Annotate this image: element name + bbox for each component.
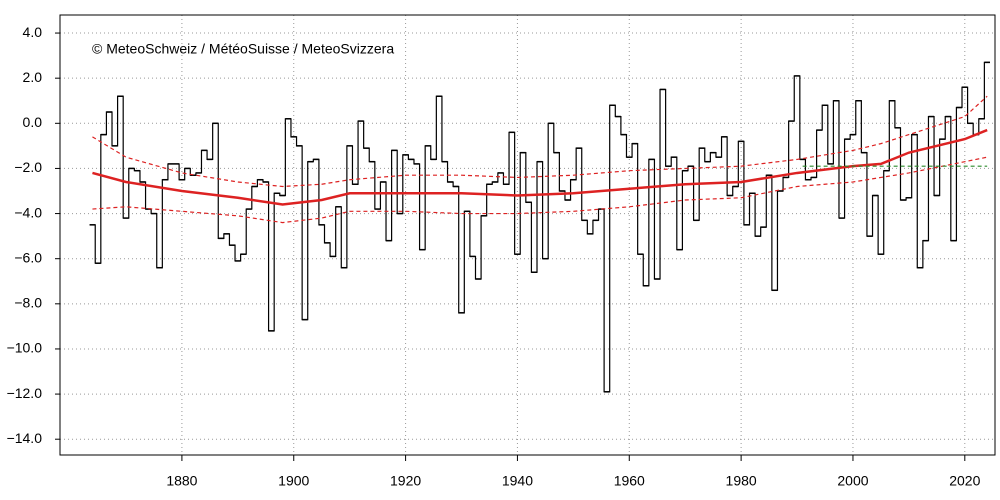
x-tick-label: 1920 (390, 473, 421, 489)
y-tick-label: 2.0 (23, 69, 43, 85)
y-tick-label: −8.0 (14, 295, 42, 311)
x-tick-label: 1880 (166, 473, 197, 489)
dashed-line (92, 95, 988, 188)
x-tick-label: 2020 (949, 473, 980, 489)
y-tick-label: −6.0 (14, 249, 42, 265)
step-connector (89, 61, 990, 393)
y-tick-label: −4.0 (14, 204, 42, 220)
y-tick-label: 0.0 (23, 114, 43, 130)
x-tick-label: 1980 (726, 473, 757, 489)
y-tick-label: −12.0 (7, 385, 43, 401)
plot-frame (59, 14, 996, 456)
trend-line (92, 128, 988, 206)
annotation: © MeteoSchweiz / MétéoSuisse / MeteoSviz… (92, 41, 394, 57)
x-tick-label: 1940 (502, 473, 533, 489)
x-tick-label: 1960 (614, 473, 645, 489)
x-tick-label: 2000 (837, 473, 868, 489)
y-tick-label: 4.0 (23, 24, 43, 40)
x-tick-label: 1900 (278, 473, 309, 489)
y-tick-label: −2.0 (14, 159, 42, 175)
y-tick-label: −10.0 (7, 340, 43, 356)
y-tick-label: −14.0 (7, 430, 43, 446)
dashed-line (92, 156, 988, 224)
